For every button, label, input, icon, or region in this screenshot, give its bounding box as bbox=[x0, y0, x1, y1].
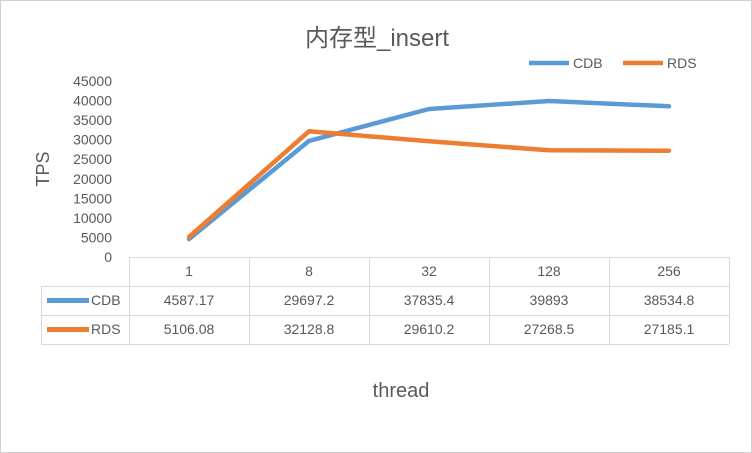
y-tick-label: 25000 bbox=[73, 151, 112, 167]
y-axis: 0 5000 10000 15000 20000 25000 30000 35000 40000… bbox=[73, 73, 112, 265]
table-series-name: CDB bbox=[91, 292, 121, 308]
table-cell-value: 4587.17 bbox=[164, 292, 215, 308]
x-tick-label: 8 bbox=[305, 263, 313, 279]
table-series-name: RDS bbox=[91, 321, 121, 337]
y-tick-label: 10000 bbox=[73, 210, 112, 226]
y-tick-label: 45000 bbox=[73, 73, 112, 89]
y-axis-label: TPS bbox=[33, 151, 53, 186]
x-tick-label: 1 bbox=[185, 263, 193, 279]
legend: CDB RDS bbox=[529, 55, 697, 71]
y-tick-label: 5000 bbox=[81, 229, 112, 245]
x-tick-label: 256 bbox=[657, 263, 681, 279]
table-cell-value: 29610.2 bbox=[404, 321, 455, 337]
y-tick-label: 40000 bbox=[73, 93, 112, 109]
x-tick-label: 32 bbox=[421, 263, 437, 279]
table-cell-value: 37835.4 bbox=[404, 292, 455, 308]
y-tick-label: 0 bbox=[104, 249, 112, 265]
table-cell-value: 32128.8 bbox=[284, 321, 335, 337]
data-table: 1 8 32 128 256 CDB 4587.17 29697.2 37835.4 39893 3… bbox=[41, 257, 730, 345]
plot-area bbox=[186, 98, 672, 242]
series-line-cdb bbox=[186, 98, 672, 242]
chart-title: 内存型_insert bbox=[305, 25, 449, 52]
table-cell-value: 27185.1 bbox=[644, 321, 695, 337]
series-line-rds bbox=[186, 129, 672, 240]
y-tick-label: 35000 bbox=[73, 112, 112, 128]
table-cell-value: 27268.5 bbox=[524, 321, 575, 337]
y-tick-label: 20000 bbox=[73, 171, 112, 187]
table-cell-value: 38534.8 bbox=[644, 292, 695, 308]
x-axis-label: thread bbox=[373, 380, 430, 402]
legend-label-cdb: CDB bbox=[573, 55, 603, 71]
y-tick-label: 30000 bbox=[73, 132, 112, 148]
y-tick-label: 15000 bbox=[73, 190, 112, 206]
legend-label-rds: RDS bbox=[667, 55, 697, 71]
table-cell-value: 29697.2 bbox=[284, 292, 335, 308]
x-tick-label: 128 bbox=[537, 263, 561, 279]
table-cell-value: 5106.08 bbox=[164, 321, 215, 337]
table-cell-value: 39893 bbox=[530, 292, 569, 308]
